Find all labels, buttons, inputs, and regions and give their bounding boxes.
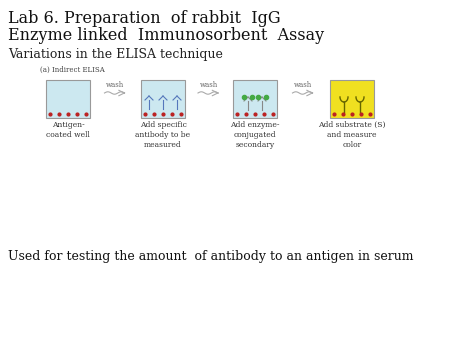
Bar	[330, 80, 374, 118]
Text: Lab 6. Preparation  of rabbit  IgG: Lab 6. Preparation of rabbit IgG	[8, 10, 281, 27]
Text: Variations in the ELISA technique: Variations in the ELISA technique	[8, 48, 223, 61]
Text: wash: wash	[294, 81, 313, 89]
Bar	[141, 80, 185, 118]
Text: Used for testing the amount  of antibody to an antigen in serum: Used for testing the amount of antibody …	[8, 250, 414, 263]
Text: wash: wash	[106, 81, 125, 89]
Text: Add enzyme-
conjugated
secondary: Add enzyme- conjugated secondary	[230, 121, 280, 149]
Text: Enzyme linked  Immunosorbent  Assay: Enzyme linked Immunosorbent Assay	[8, 27, 324, 44]
Text: Add specific
antibody to be
measured: Add specific antibody to be measured	[135, 121, 190, 149]
Text: Add substrate (S)
and measure
color: Add substrate (S) and measure color	[318, 121, 386, 149]
Text: Antigen-
coated well: Antigen- coated well	[46, 121, 90, 139]
Bar	[233, 80, 277, 118]
Bar	[46, 80, 90, 118]
Text: (a) Indirect ELISA: (a) Indirect ELISA	[40, 66, 105, 74]
Text: wash: wash	[200, 81, 218, 89]
